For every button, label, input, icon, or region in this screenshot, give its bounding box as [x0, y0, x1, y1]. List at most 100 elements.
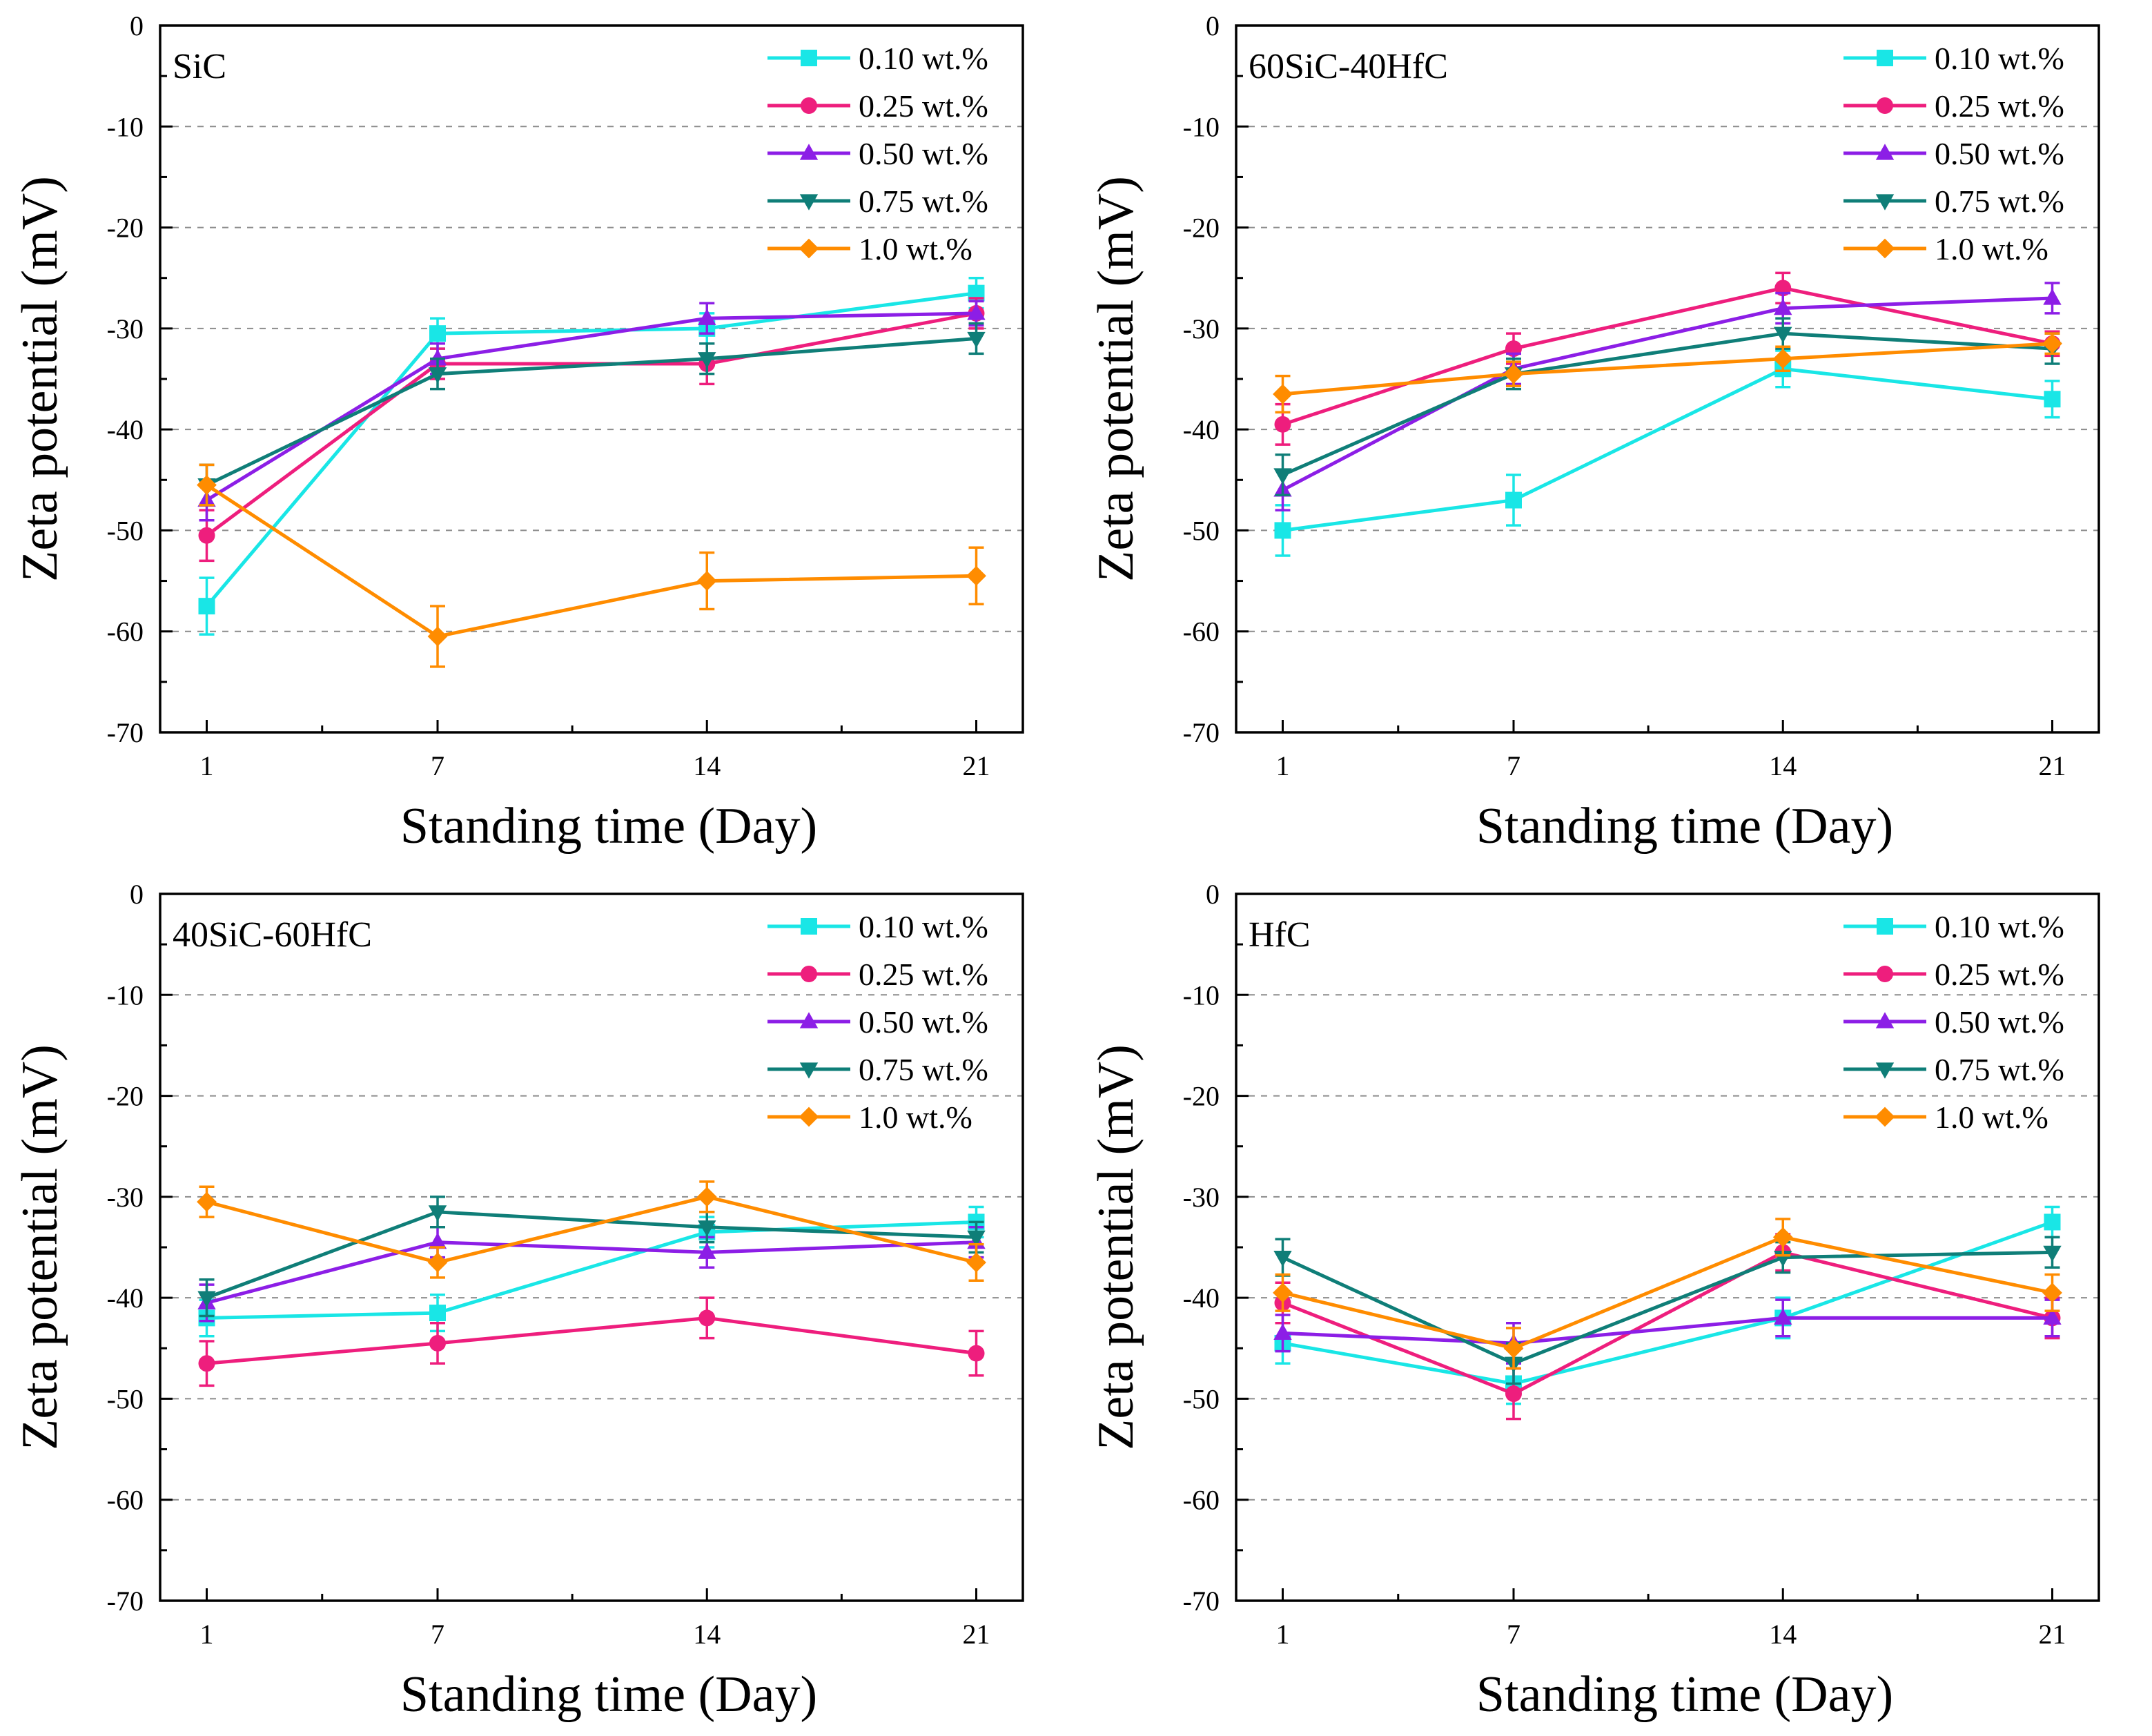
y-tick-label: -10 — [107, 111, 144, 142]
y-tick-label: 0 — [130, 879, 144, 910]
x-tick-label: 1 — [1276, 1619, 1290, 1650]
series-line — [1282, 1316, 2053, 1345]
data-point — [428, 1205, 447, 1222]
legend-label: 0.75 wt.% — [859, 184, 988, 219]
panel-60sic-40hfc: 0 -10 -20 -30 -40 -50 -60 -70 1 7 14 21 Standing tim… — [1088, 10, 2100, 855]
series-line — [206, 1210, 977, 1300]
series-0-25-wt — [198, 1296, 985, 1387]
data-point — [2044, 391, 2061, 408]
data-point — [1503, 364, 1524, 384]
data-point — [428, 367, 447, 384]
series-line — [206, 483, 977, 638]
y-tick-label: -20 — [1183, 1081, 1220, 1112]
data-point — [698, 309, 716, 325]
series-0-75-wt — [197, 322, 986, 507]
x-axis: 1 7 14 21 — [200, 720, 990, 781]
y-tick-label: -40 — [107, 1283, 144, 1314]
data-point — [1274, 416, 1291, 433]
data-point — [2042, 1283, 2062, 1303]
legend-marker — [799, 144, 819, 160]
series-line — [205, 291, 977, 607]
y-tick-label: -50 — [107, 1383, 144, 1414]
x-axis: 1 7 14 21 — [1276, 720, 2066, 781]
legend: 0.10 wt.% 0.25 wt.% 0.50 wt.% 0.75 wt.% 1.0 … — [767, 909, 988, 1135]
data-point — [198, 598, 215, 615]
data-point — [967, 331, 986, 349]
data-point — [696, 571, 717, 591]
legend-label: 0.75 wt.% — [1935, 1052, 2064, 1087]
x-tick-label: 14 — [1769, 750, 1797, 781]
legend-marker — [1875, 238, 1895, 259]
series-line — [1282, 331, 2053, 477]
series-line — [206, 1195, 977, 1265]
series-line — [1282, 1235, 2053, 1350]
x-axis-title: Standing time (Day) — [400, 1666, 817, 1723]
legend-label: 0.50 wt.% — [859, 1004, 988, 1040]
legend-marker — [1877, 50, 1893, 66]
data-point — [966, 565, 986, 586]
data-point — [2043, 289, 2062, 305]
legend-marker — [799, 1012, 819, 1028]
data-point — [698, 352, 716, 369]
plot-frame — [1235, 893, 2100, 1602]
y-tick-label: -40 — [1183, 414, 1220, 445]
legend: 0.10 wt.% 0.25 wt.% 0.50 wt.% 0.75 wt.% 1.0 … — [1843, 41, 2064, 266]
y-tick-label: -50 — [1183, 1383, 1220, 1414]
y-tick-label: -50 — [107, 515, 144, 546]
x-axis: 1 7 14 21 — [1276, 1588, 2066, 1650]
legend-label: 1.0 wt.% — [1935, 1100, 2048, 1135]
series-1-0-wt — [1273, 332, 2062, 414]
legend-label: 0.10 wt.% — [1935, 41, 2064, 76]
data-point — [967, 1230, 986, 1247]
panel-label: SiC — [173, 47, 226, 86]
legend-label: 0.75 wt.% — [1935, 184, 2064, 219]
y-axis: 0 -10 -20 -30 -40 -50 -60 -70 — [1183, 879, 1249, 1617]
x-axis-title: Standing time (Day) — [400, 798, 817, 855]
y-tick-label: 0 — [1206, 879, 1220, 910]
x-tick-label: 14 — [693, 1619, 721, 1650]
data-point — [696, 1187, 717, 1207]
legend-marker — [801, 966, 817, 982]
legend-marker — [801, 50, 817, 66]
x-axis: 1 7 14 21 — [200, 1588, 990, 1650]
legend: 0.10 wt.% 0.25 wt.% 0.50 wt.% 0.75 wt.% 1.0 … — [1843, 909, 2064, 1135]
y-axis-title: Zeta potential (mV) — [12, 1044, 68, 1450]
series-line — [206, 336, 977, 487]
y-tick-label: 0 — [1206, 10, 1220, 41]
legend-marker — [1877, 966, 1893, 982]
series-0-75-wt — [197, 1196, 986, 1318]
series-line — [1282, 1220, 2053, 1385]
x-tick-label: 1 — [1276, 750, 1290, 781]
y-tick-label: -10 — [1183, 111, 1220, 142]
panel-sic: 0 -10 -20 -30 -40 -50 -60 -70 1 7 14 21 Standing tim… — [12, 10, 1024, 855]
data-point — [698, 1242, 716, 1259]
legend-marker — [1877, 97, 1893, 114]
data-point — [197, 475, 217, 495]
x-tick-label: 1 — [200, 750, 214, 781]
series-line — [206, 1240, 977, 1305]
x-tick-label: 14 — [693, 750, 721, 781]
series-line — [206, 311, 977, 537]
x-axis-title: Standing time (Day) — [1476, 1666, 1893, 1723]
panel-40sic-60hfc: 0 -10 -20 -30 -40 -50 -60 -70 1 7 14 21 Standing tim… — [12, 879, 1024, 1723]
y-tick-label: -30 — [1183, 313, 1220, 344]
plot-frame — [1235, 24, 2100, 734]
series-line — [1282, 1250, 2053, 1396]
data-point — [1772, 349, 1793, 369]
series-line — [1282, 1250, 2053, 1365]
legend-label: 0.75 wt.% — [859, 1052, 988, 1087]
series-0-50-wt — [197, 1225, 986, 1323]
data-point — [2043, 1308, 2062, 1325]
series-line — [1282, 286, 2053, 427]
series-line — [206, 1316, 977, 1365]
data-point — [1774, 326, 1792, 343]
y-tick-label: -70 — [1183, 1586, 1220, 1617]
legend-marker — [799, 194, 819, 211]
y-axis-title: Zeta potential (mV) — [1088, 176, 1144, 582]
y-tick-label: -20 — [107, 1081, 144, 1112]
y-tick-label: -60 — [107, 616, 144, 647]
data-point — [428, 1232, 447, 1249]
y-tick-label: -20 — [1183, 213, 1220, 244]
data-point — [1274, 522, 1291, 539]
